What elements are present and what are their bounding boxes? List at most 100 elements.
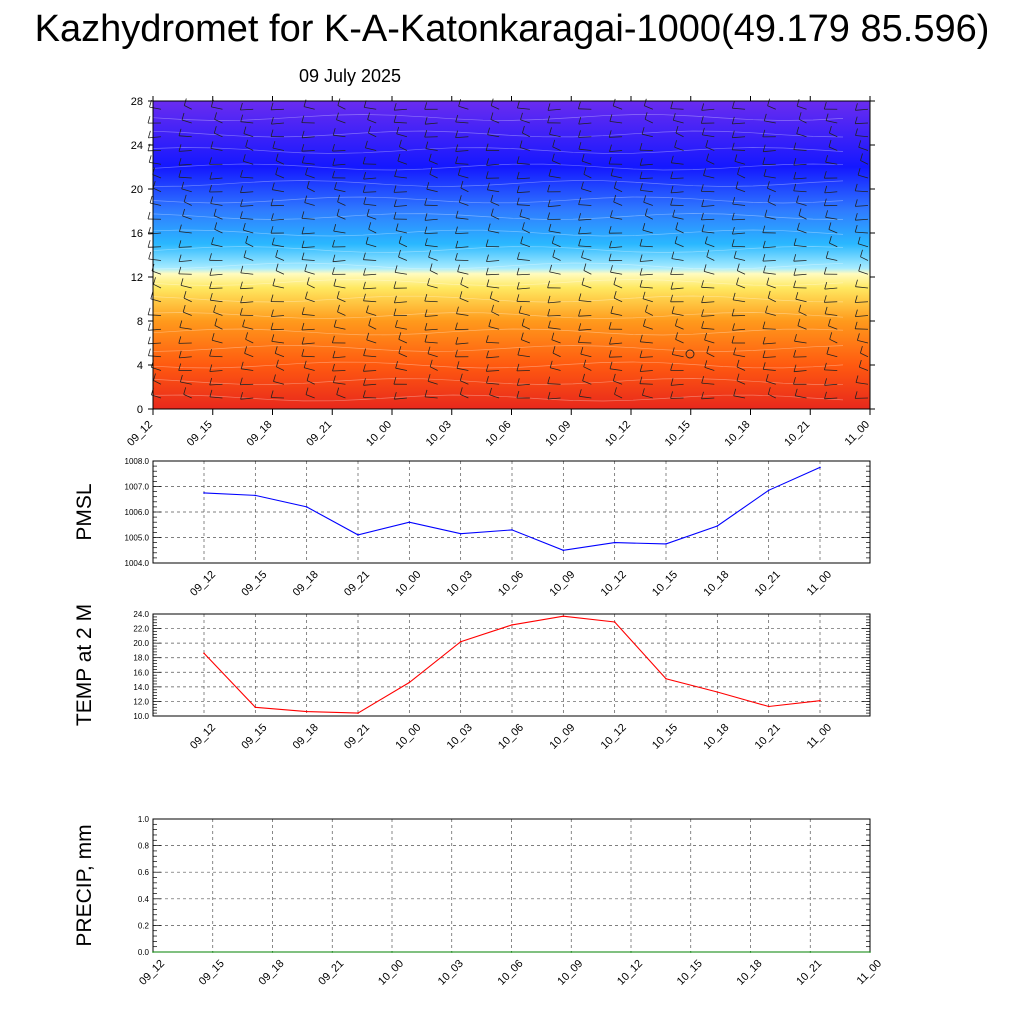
wind-barb-feather [178, 266, 182, 275]
wind-barb-feather [490, 194, 494, 203]
wind-barb-feather [209, 281, 212, 289]
wind-barb [270, 198, 284, 207]
wind-barb [549, 360, 561, 371]
wind-barb-shaft [393, 191, 407, 193]
wind-barb [489, 291, 500, 303]
wind-barb [273, 374, 285, 385]
wind-barb-feather [551, 236, 555, 244]
contour-line [152, 246, 844, 253]
wind-barb [732, 323, 746, 331]
wind-barb-feather [180, 374, 183, 383]
wind-barb-shaft [240, 191, 254, 194]
wind-barb [858, 359, 869, 371]
wind-barb [333, 375, 346, 385]
wind-barb-feather [332, 170, 335, 178]
wind-barb-feather [731, 335, 735, 344]
wind-barb [828, 318, 838, 330]
wind-barb-feather [824, 391, 827, 399]
heatmap-xtick-label: 10_03 [424, 419, 454, 449]
wind-barb-shaft [455, 342, 469, 345]
wind-barb-feather [214, 222, 218, 230]
wind-barb-feather [701, 309, 704, 317]
wind-barb-feather [368, 125, 371, 134]
wind-barb-feather [823, 266, 827, 275]
wind-barb-feather [393, 281, 397, 289]
wind-barb-shaft [240, 176, 254, 179]
wind-barb [639, 238, 653, 248]
wind-barb-shaft [859, 366, 869, 371]
wind-barb-feather [398, 249, 401, 258]
wind-barb [547, 184, 561, 193]
wind-barb-feather [735, 181, 739, 189]
wind-barb-feather [457, 264, 460, 272]
wind-barb [826, 346, 838, 358]
wind-barb-feather [273, 374, 276, 382]
wind-barb [147, 211, 162, 220]
wind-barb [671, 251, 684, 261]
wind-barb [578, 293, 592, 303]
wind-barb [270, 129, 284, 138]
wind-barb-shaft [302, 162, 315, 165]
wind-barb-shaft [578, 136, 592, 138]
wind-barb-feather [670, 294, 673, 302]
wind-barb-feather [209, 184, 212, 193]
heatmap-xtick-label: 09_15 [185, 419, 215, 449]
wind-barb [242, 319, 254, 330]
heatmap-xtick-label: 10_18 [723, 419, 753, 449]
wind-barb-shaft [275, 160, 285, 165]
wind-barb [701, 309, 715, 317]
wind-barb-feather [736, 359, 740, 368]
wind-barb-shaft [548, 175, 561, 179]
wind-barb [582, 373, 592, 385]
wind-barb-shaft [675, 339, 684, 344]
wind-barb-shaft [424, 218, 438, 221]
wind-barb-feather [674, 236, 678, 244]
wind-barb [183, 98, 192, 110]
wind-barb-shaft [855, 190, 869, 193]
wind-barb-feather [855, 128, 858, 136]
wind-barb-feather [363, 100, 367, 108]
wind-barb-feather [762, 129, 766, 138]
contour-line [152, 394, 844, 402]
wind-barb [368, 318, 377, 330]
wind-barb-feather [825, 113, 829, 121]
wind-barb [762, 225, 776, 234]
wind-barb-shaft [578, 122, 592, 125]
wind-barb-feather [393, 392, 397, 400]
wind-barb-shaft [210, 148, 223, 151]
wind-barb [612, 373, 623, 385]
wind-barb [796, 126, 807, 138]
wind-barb-feather [489, 387, 492, 396]
wind-barb-shaft [549, 271, 561, 275]
wind-barb-feather [671, 347, 675, 355]
wind-barb [398, 332, 408, 344]
wind-barb-feather [613, 290, 617, 299]
wind-barb-shaft [547, 301, 561, 304]
wind-barb-shaft [301, 259, 315, 261]
wind-barb-shaft [855, 315, 869, 317]
wind-barb [365, 236, 377, 248]
wind-barb [706, 345, 715, 358]
wind-barb-feather [455, 337, 459, 345]
wind-barb-feather [796, 126, 800, 134]
ytick-label: 22.0 [133, 625, 149, 634]
wind-barb-shaft [519, 147, 530, 151]
wind-barb-shaft [796, 105, 807, 110]
wind-barb-shaft [456, 313, 469, 316]
wind-barb-feather [855, 279, 858, 287]
wind-barb-shaft [860, 352, 869, 358]
wind-barb-feather [210, 141, 214, 149]
wind-barb-feather [762, 144, 766, 152]
wind-barb-feather [455, 240, 459, 249]
wind-barb-feather [675, 222, 679, 230]
wind-barb-feather [516, 267, 520, 276]
wind-barb-shaft [614, 393, 623, 399]
wind-barb-shaft [642, 133, 653, 138]
wind-barb-feather [793, 157, 797, 166]
wind-barb-shaft [765, 312, 776, 316]
wind-barb [733, 250, 746, 261]
data-point [391, 951, 393, 953]
wind-barb-shaft [762, 260, 776, 262]
wind-barb-feather [147, 323, 151, 331]
wind-barb [578, 213, 592, 221]
